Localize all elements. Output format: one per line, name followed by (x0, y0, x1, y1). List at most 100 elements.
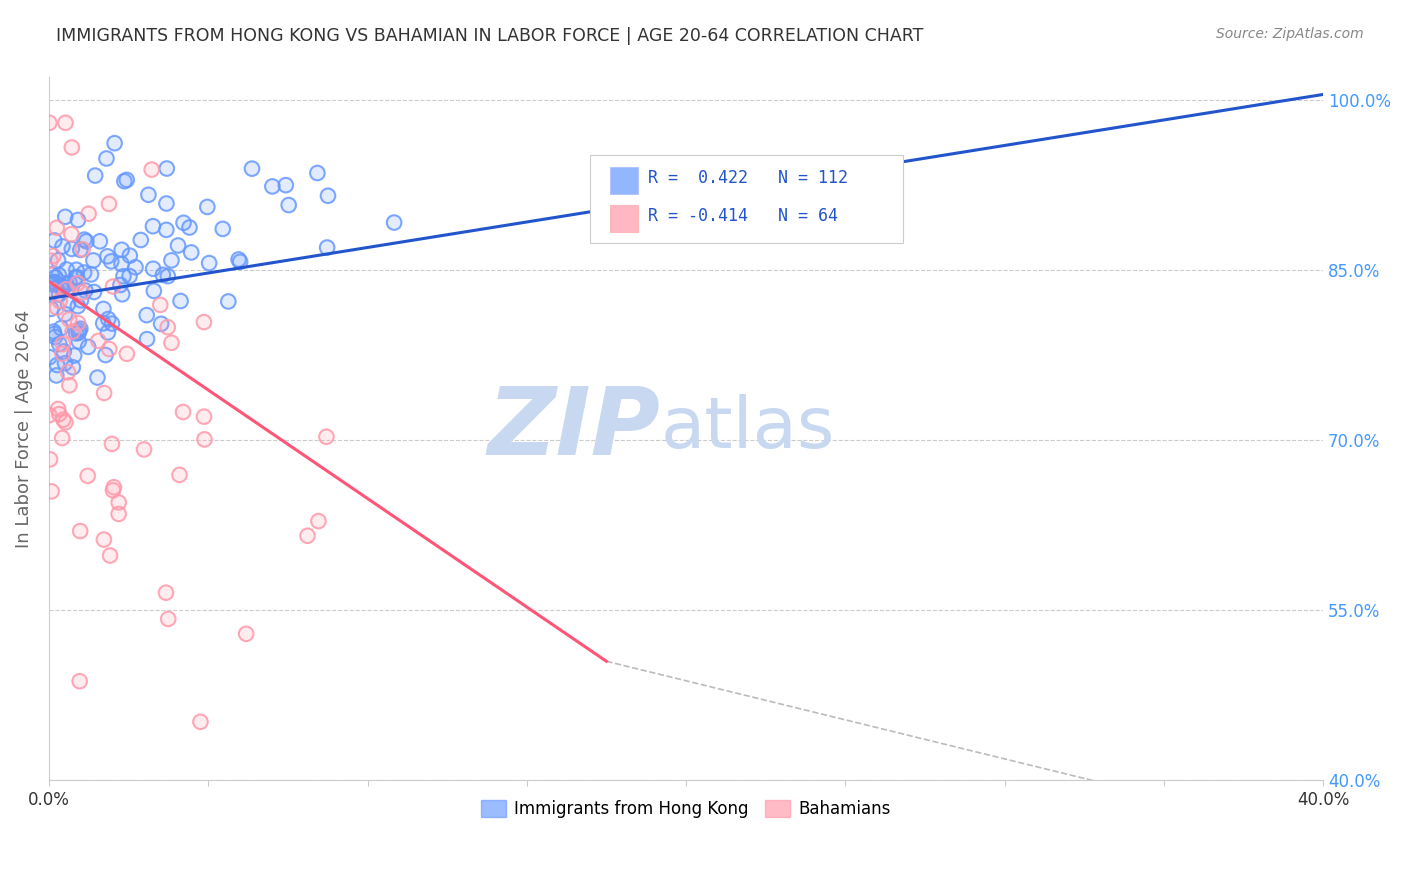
Point (83, 285, 105, 299)
Point (155, 196, 177, 211)
Point (96, 152, 118, 166)
Point (112, 174, 135, 188)
Point (101, 317, 124, 331)
Point (107, 495, 129, 509)
Point (52, 279, 75, 293)
Point (274, 178, 297, 193)
Point (60, 242, 83, 256)
Point (156, 161, 179, 176)
Point (44, 275, 66, 289)
Point (103, 136, 125, 151)
Point (48, 293, 70, 308)
Point (56, 297, 79, 311)
Point (75, 235, 97, 249)
Point (150, 317, 173, 331)
Point (110, 257, 132, 271)
Point (53, 307, 76, 321)
Point (60, 140, 83, 154)
Point (65, 262, 87, 277)
Point (135, 308, 157, 322)
Point (217, 294, 239, 309)
Point (97, 326, 120, 340)
Text: R =  0.422   N = 112: R = 0.422 N = 112 (648, 169, 848, 187)
Point (97, 312, 120, 326)
Point (307, 166, 329, 180)
Point (70, 293, 93, 308)
Point (118, 269, 141, 284)
Point (157, 612, 180, 626)
Point (69, 524, 91, 538)
Point (41, 268, 63, 282)
Point (316, 241, 339, 255)
Point (66, 299, 89, 313)
Point (51, 282, 73, 296)
Point (100, 254, 122, 268)
Point (112, 269, 135, 284)
Point (217, 294, 239, 309)
Point (193, 315, 215, 329)
Point (91, 316, 114, 330)
Point (52, 344, 75, 359)
Point (46, 301, 69, 315)
Point (142, 261, 165, 276)
Point (155, 223, 177, 237)
Point (110, 277, 132, 292)
Point (160, 253, 183, 268)
Point (52, 413, 75, 427)
Point (70, 405, 93, 419)
Point (115, 173, 138, 187)
Point (39, 452, 62, 467)
Point (132, 442, 155, 457)
Point (75, 235, 97, 249)
Point (48, 293, 70, 308)
Point (75, 284, 97, 298)
Point (235, 627, 257, 641)
Point (69, 243, 91, 257)
Point (51, 431, 73, 445)
Point (315, 430, 337, 444)
Point (77, 340, 100, 354)
Point (112, 269, 135, 284)
Point (46, 402, 69, 417)
Point (297, 529, 319, 543)
Point (142, 219, 165, 234)
Point (62, 360, 84, 375)
Point (70, 293, 93, 308)
Point (41, 268, 63, 282)
Point (44, 234, 66, 248)
Point (228, 252, 250, 267)
Point (70, 405, 93, 419)
Point (52, 337, 75, 351)
Point (67, 324, 90, 338)
Point (42, 249, 65, 263)
Point (46, 402, 69, 417)
Point (86, 370, 108, 384)
Point (83, 285, 105, 299)
Point (156, 161, 179, 176)
Point (69, 674, 91, 689)
Point (42, 276, 65, 290)
Point (316, 188, 339, 202)
Point (41, 484, 63, 499)
Point (97, 312, 120, 326)
Point (195, 200, 218, 214)
Point (39, 277, 62, 291)
Text: R = -0.414   N = 64: R = -0.414 N = 64 (648, 207, 838, 225)
Point (193, 315, 215, 329)
Point (240, 161, 263, 176)
Point (193, 409, 215, 424)
Point (107, 495, 129, 509)
Point (44, 270, 66, 285)
Point (48, 268, 70, 282)
Point (93, 533, 115, 547)
Point (53, 307, 76, 321)
Point (172, 405, 194, 419)
Point (38, 350, 60, 364)
Point (94, 348, 117, 362)
Point (124, 260, 146, 275)
Point (129, 233, 152, 247)
Point (229, 254, 252, 268)
Point (157, 612, 180, 626)
Point (169, 467, 191, 482)
Point (41, 283, 63, 297)
